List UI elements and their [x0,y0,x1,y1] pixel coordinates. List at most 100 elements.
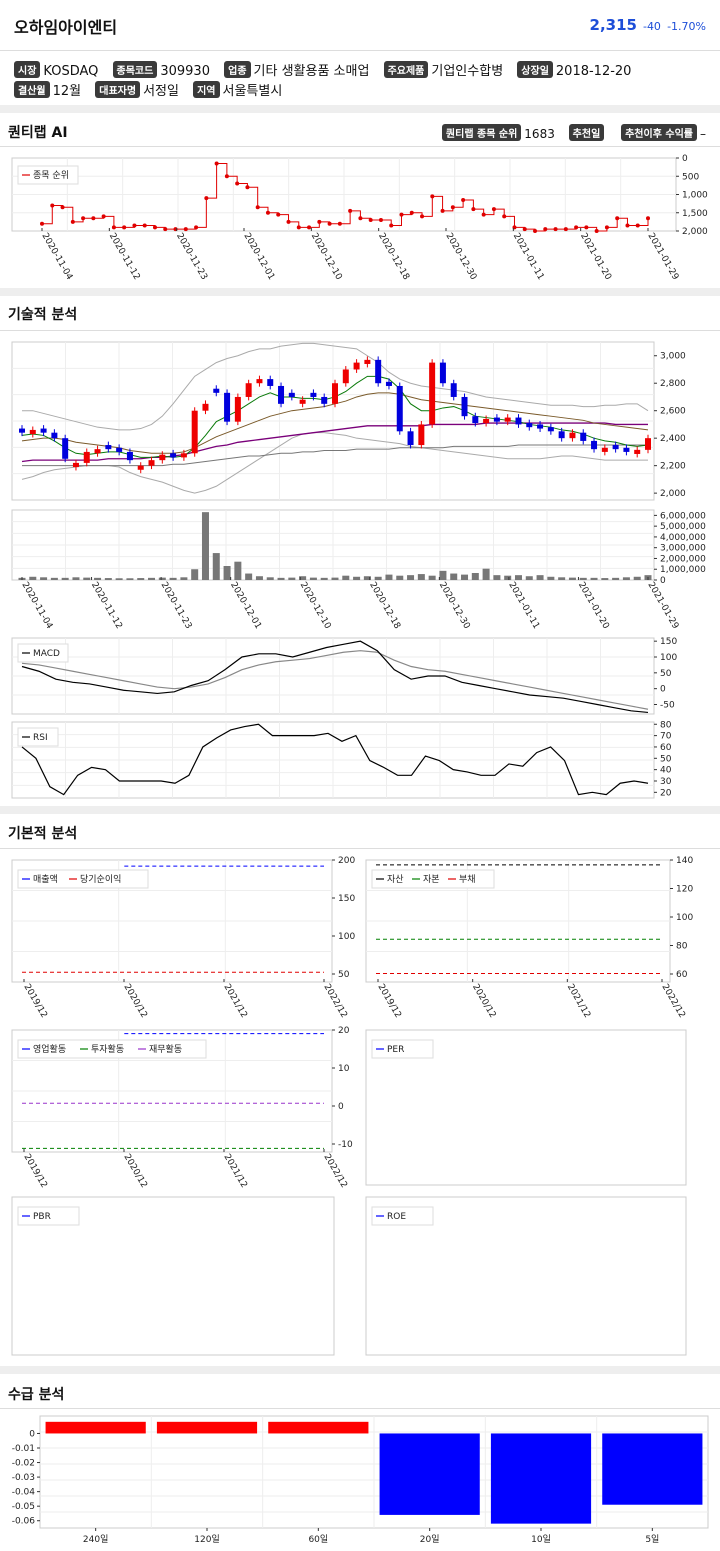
rank-point [111,225,116,230]
candle-body [288,392,295,397]
rsi-ytick-label: 60 [660,743,672,753]
candle-body [634,449,641,454]
fund-1-legend-box [371,869,495,889]
rank-point [481,212,486,217]
supply-xtick-label: 5일 [645,1534,659,1545]
rank-point [337,221,342,226]
volume-bar [299,576,307,580]
volume-bar [504,575,512,580]
candle-body [180,453,187,458]
tag-industry: 업종 [224,61,251,78]
rsi-ytick-label: 70 [660,732,672,742]
supply-bar [490,1433,592,1524]
rank-ytick-label: 2,000 [682,227,708,237]
fund-2-ytick-label: 10 [338,1064,350,1074]
candle-body [278,385,285,404]
fund-2-legend-box [17,1039,207,1059]
tag-market: 시장 [14,61,41,78]
rank-xtick-label: 2021-01-20 [578,232,613,283]
fund-0-ytick-label: 50 [338,970,350,980]
supply-bar [156,1421,258,1434]
stock-header: 오하임아이엔티 2,315 -40 -1.70% 시장 KOSDAQ 종목코드 309… [0,0,720,105]
fund-2-ytick-label: -10 [338,1140,353,1150]
candle-body [558,431,565,439]
volume-bar [471,573,479,580]
candle-body [450,383,457,397]
volume-bar [633,576,641,580]
volume-bar [104,578,112,580]
volume-bar [493,575,501,580]
volume-bar [137,578,145,580]
fiscal-month-value: 12월 [52,84,82,99]
macd-series-line [21,640,649,714]
fund-3-legend-label: PER [387,1045,404,1055]
candle-body [364,359,371,364]
volume-bar [353,576,361,580]
candle-body [202,403,209,411]
macd-ytick-label: 50 [660,669,672,679]
rank-point [81,216,86,221]
rank-point [307,225,312,230]
rsi-legend-label: RSI [33,733,48,743]
volume-bar [461,574,469,580]
volume-xtick-label: 2020-11-23 [159,581,194,631]
rank-xtick-label: 2021-01-29 [645,232,680,283]
rank-point [358,216,363,221]
tag-region: 지역 [193,81,220,98]
rank-point [378,218,383,223]
fund-1-ytick-label: 100 [676,913,693,923]
rank-point [409,210,414,215]
fund-3-legend-box [371,1039,434,1059]
rsi-legend-box [17,727,59,747]
candle-body [526,423,533,428]
candle-body [385,381,392,386]
rank-xtick-label: 2020-12-10 [309,232,344,283]
rank-point [204,196,209,201]
fund-1-ytick-label: 80 [676,942,688,952]
volume-ytick-label: 3,000,000 [660,544,706,554]
rank-point [574,225,579,230]
volume-bar [385,574,393,580]
fund-4-legend-label: PBR [33,1212,51,1222]
macd-legend-label: MACD [33,649,60,659]
candle-body [472,416,479,424]
fund-2-legend-label: 재무활동 [149,1043,182,1055]
volume-xtick-label: 2020-12-10 [298,581,333,632]
volume-bar [514,575,522,580]
supply-ytick-label: -0.06 [12,1517,36,1527]
rank-xtick-label: 2020-11-04 [39,232,74,283]
fund-1-ytick-label: 120 [676,885,693,895]
candle-body [72,462,79,468]
candle-body [439,362,446,384]
supply-ytick-label: -0.04 [12,1488,36,1498]
rank-point [265,210,270,215]
rank-point [646,216,650,221]
macd-legend-box [17,643,69,663]
supply-xtick-label: 120일 [194,1534,219,1545]
tech-section-title: 기술적 분석 [8,307,78,323]
rank-point [420,214,425,219]
volume-bar [428,575,436,580]
market-value: KOSDAQ [43,64,99,79]
candle-body [310,392,317,397]
rank-point [522,227,527,232]
candle-ytick-label: 2,000 [660,489,686,499]
fund-1-xtick-label: 2021/12 [565,983,592,1020]
volume-ytick-label: 0 [660,576,666,586]
volume-bar [320,577,328,580]
macd-ytick-label: 0 [660,685,666,695]
volume-bar [83,577,91,580]
stock-name: 오하임아이엔티 [14,18,118,37]
rank-point [122,225,127,230]
fund-0-xtick-label: 2021/12 [221,983,248,1020]
bollinger-lower-line [21,432,648,494]
volume-bar [612,577,620,580]
rank-point [327,221,332,226]
fund-2-legend-label: 투자활동 [91,1043,124,1055]
tag-code: 종목코드 [112,61,158,78]
volume-bar [29,576,37,580]
tag-fiscal-month: 결산월 [14,81,50,98]
volume-bar [407,575,415,580]
volume-xtick-label: 2020-11-04 [19,581,54,632]
